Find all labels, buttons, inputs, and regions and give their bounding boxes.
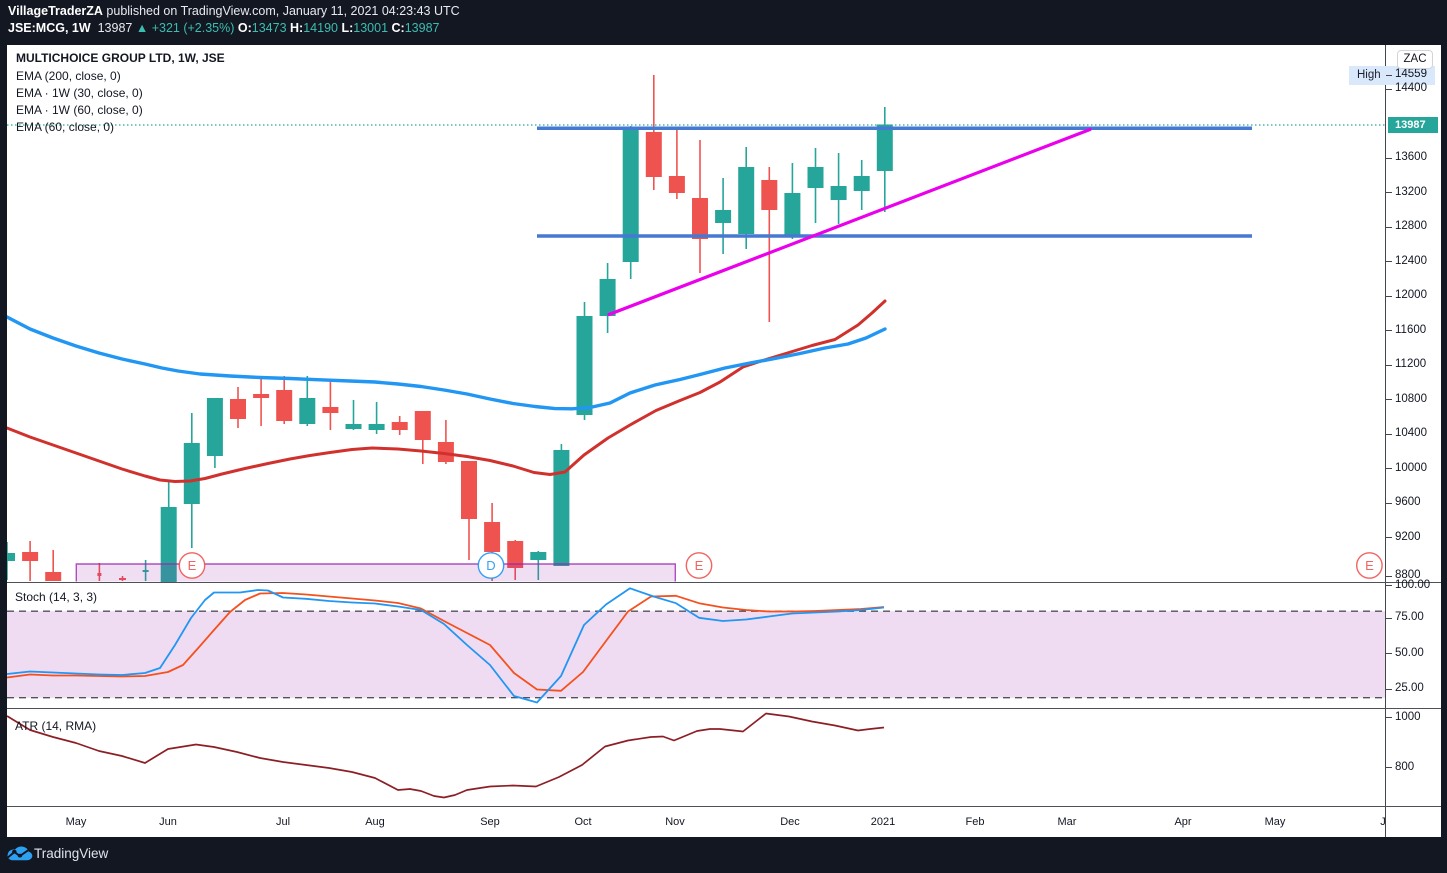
svg-text:D: D [486,558,495,573]
svg-text:E: E [1365,558,1374,573]
svg-text:E: E [695,558,704,573]
svg-text:E: E [188,558,197,573]
